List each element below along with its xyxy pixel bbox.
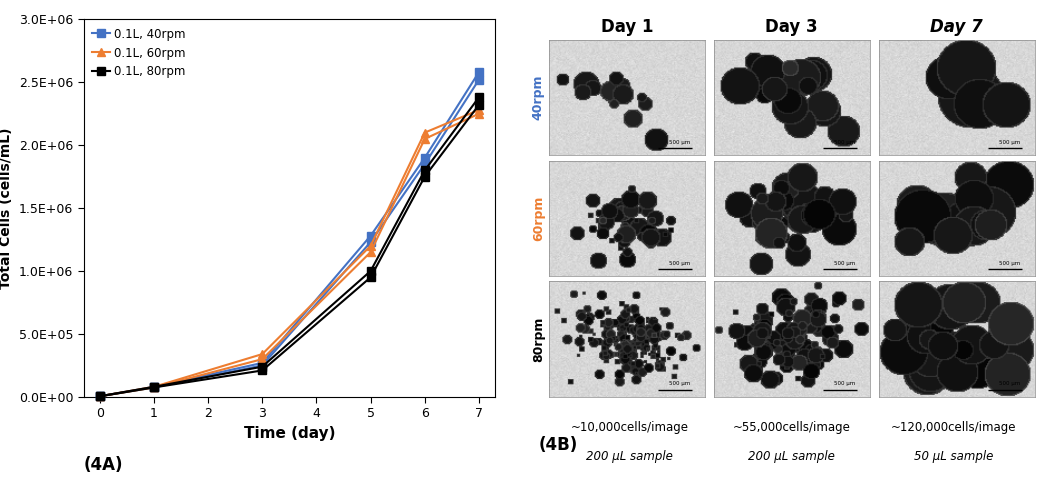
Text: 200 μL sample: 200 μL sample [748,450,835,463]
Text: 500 μm: 500 μm [999,381,1021,387]
Text: 500 μm: 500 μm [834,261,856,266]
Y-axis label: 40rpm: 40rpm [532,75,544,120]
Text: 500 μm: 500 μm [834,140,856,145]
Text: 500 μm: 500 μm [670,381,691,387]
Legend: 0.1L, 40rpm, 0.1L, 60rpm, 0.1L, 80rpm: 0.1L, 40rpm, 0.1L, 60rpm, 0.1L, 80rpm [90,25,188,81]
Text: 500 μm: 500 μm [670,140,691,145]
Text: ~55,000cells/image: ~55,000cells/image [733,421,851,434]
Text: (4A): (4A) [84,456,123,474]
Text: ~120,000cells/image: ~120,000cells/image [891,421,1017,434]
Text: 500 μm: 500 μm [670,261,691,266]
Text: (4B): (4B) [538,436,578,454]
Text: 500 μm: 500 μm [834,381,856,387]
Y-axis label: 80rpm: 80rpm [532,317,544,362]
Text: Day 7: Day 7 [930,18,983,36]
Y-axis label: Total Cells (cells/mL): Total Cells (cells/mL) [0,127,14,289]
X-axis label: Time (day): Time (day) [243,426,335,441]
Y-axis label: 60rpm: 60rpm [532,196,544,241]
Text: 200 μL sample: 200 μL sample [586,450,673,463]
Text: 50 μL sample: 50 μL sample [914,450,994,463]
Text: 500 μm: 500 μm [999,140,1021,145]
Text: Day 3: Day 3 [765,18,818,36]
Text: Day 1: Day 1 [601,18,653,36]
Text: 500 μm: 500 μm [999,261,1021,266]
Text: ~10,000cells/image: ~10,000cells/image [571,421,689,434]
